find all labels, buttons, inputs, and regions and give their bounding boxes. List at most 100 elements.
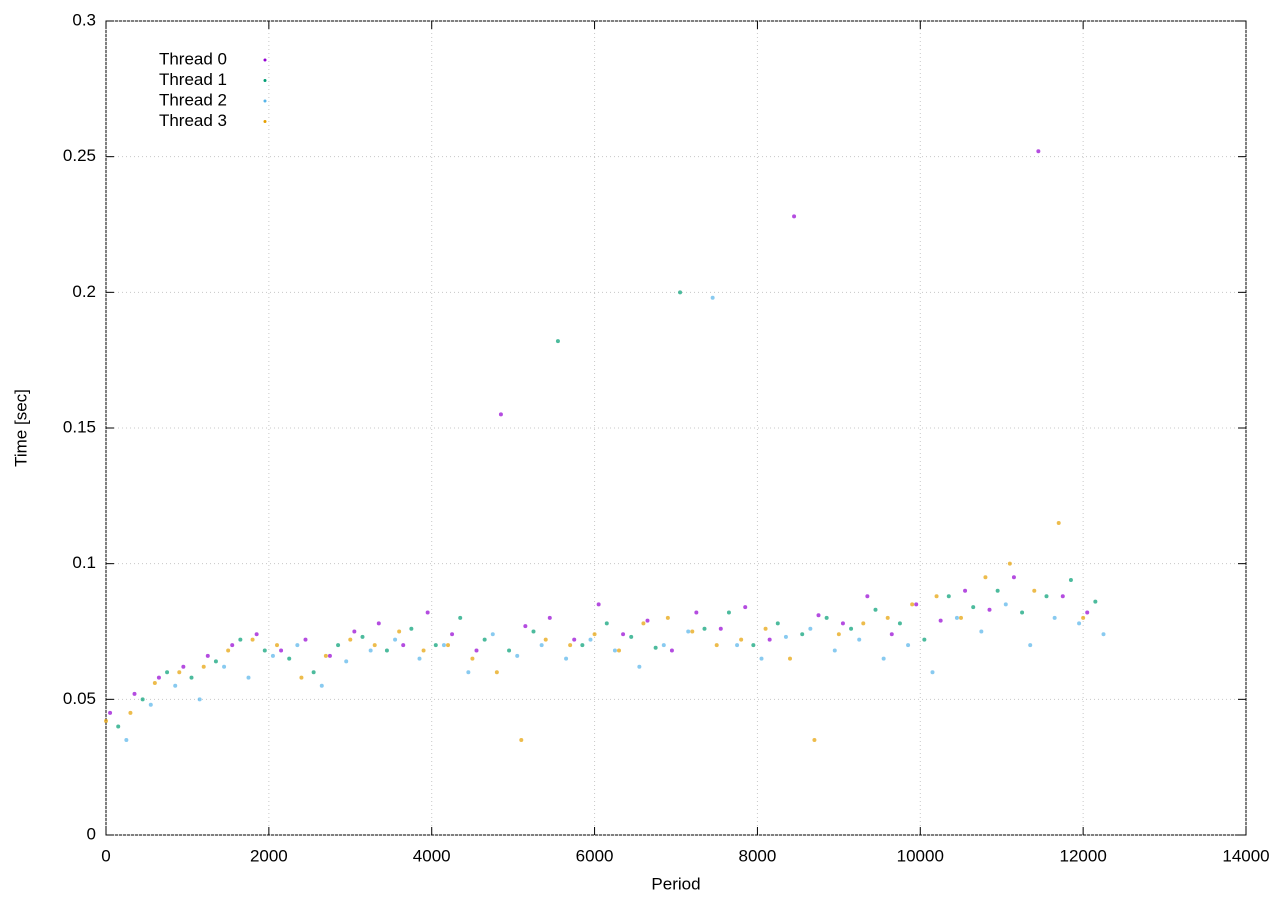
point: [653, 645, 658, 650]
point: [250, 637, 255, 642]
point: [910, 602, 915, 607]
point: [132, 691, 137, 696]
point: [494, 670, 499, 675]
point: [1011, 575, 1016, 580]
point: [165, 670, 170, 675]
point: [686, 629, 691, 634]
point: [254, 632, 259, 637]
point: [372, 643, 377, 648]
point: [1068, 577, 1073, 582]
point: [1077, 621, 1082, 626]
point: [641, 621, 646, 626]
point: [751, 643, 756, 648]
point: [612, 648, 617, 653]
point: [922, 637, 927, 642]
point: [148, 702, 153, 707]
point: [1101, 632, 1106, 637]
point: [222, 664, 227, 669]
point: [482, 637, 487, 642]
point: [539, 643, 544, 648]
point: [694, 610, 699, 615]
point: [617, 648, 621, 653]
point: [323, 653, 328, 658]
point: [792, 214, 797, 219]
point: [678, 290, 683, 295]
point: [1028, 643, 1033, 648]
point: [775, 621, 780, 626]
point: [873, 607, 878, 612]
point: [1036, 149, 1041, 154]
point: [474, 648, 479, 653]
legend-label: Thread 2: [159, 90, 227, 109]
point: [201, 664, 206, 669]
point: [173, 683, 178, 688]
point: [441, 643, 446, 648]
point: [665, 615, 670, 620]
point: [490, 632, 495, 637]
point: [189, 675, 194, 680]
point: [104, 719, 108, 724]
point: [555, 339, 560, 344]
x-tick-label: 0: [101, 846, 110, 865]
point: [262, 648, 267, 653]
point: [816, 613, 821, 618]
point: [303, 637, 308, 642]
point: [311, 670, 316, 675]
point: [1081, 615, 1086, 620]
point: [1007, 561, 1012, 566]
point: [836, 632, 841, 637]
point: [572, 637, 577, 642]
point: [213, 659, 218, 664]
point: [987, 607, 992, 612]
legend-label: Thread 0: [159, 49, 227, 68]
point: [710, 295, 715, 300]
point: [295, 643, 300, 648]
point: [959, 615, 963, 620]
point: [669, 648, 674, 653]
point: [108, 710, 113, 715]
x-tick-label: 12000: [1060, 846, 1107, 865]
point: [743, 605, 748, 610]
point: [393, 637, 398, 642]
point: [327, 653, 332, 658]
point: [156, 675, 161, 680]
point: [360, 634, 365, 639]
x-tick-label: 4000: [413, 846, 451, 865]
point: [979, 629, 984, 634]
point: [446, 643, 450, 648]
point: [954, 615, 959, 620]
point: [861, 621, 866, 626]
point: [547, 615, 552, 620]
point: [466, 670, 471, 675]
point: [433, 643, 438, 648]
point: [938, 618, 943, 623]
point: [995, 588, 1000, 593]
point: [425, 610, 430, 615]
point: [344, 659, 349, 664]
point: [279, 648, 284, 653]
point: [1020, 610, 1025, 615]
point: [637, 664, 642, 669]
point: [767, 637, 772, 642]
point: [702, 626, 707, 631]
point: [763, 626, 768, 631]
x-tick-label: 14000: [1222, 846, 1269, 865]
point: [832, 648, 837, 653]
x-axis-label: Period: [651, 874, 700, 893]
legend-label: Thread 1: [159, 70, 227, 89]
point: [914, 602, 919, 607]
point: [889, 632, 894, 637]
point: [1093, 599, 1098, 604]
point: [515, 653, 520, 658]
point: [140, 697, 145, 702]
point: [971, 605, 976, 610]
y-tick-label: 0.15: [63, 417, 96, 436]
point: [238, 637, 243, 642]
legend-label: Thread 3: [159, 111, 227, 130]
point: [800, 632, 805, 637]
point: [588, 637, 593, 642]
point: [983, 575, 988, 580]
point: [739, 637, 744, 642]
point: [788, 656, 792, 661]
point: [718, 626, 723, 631]
